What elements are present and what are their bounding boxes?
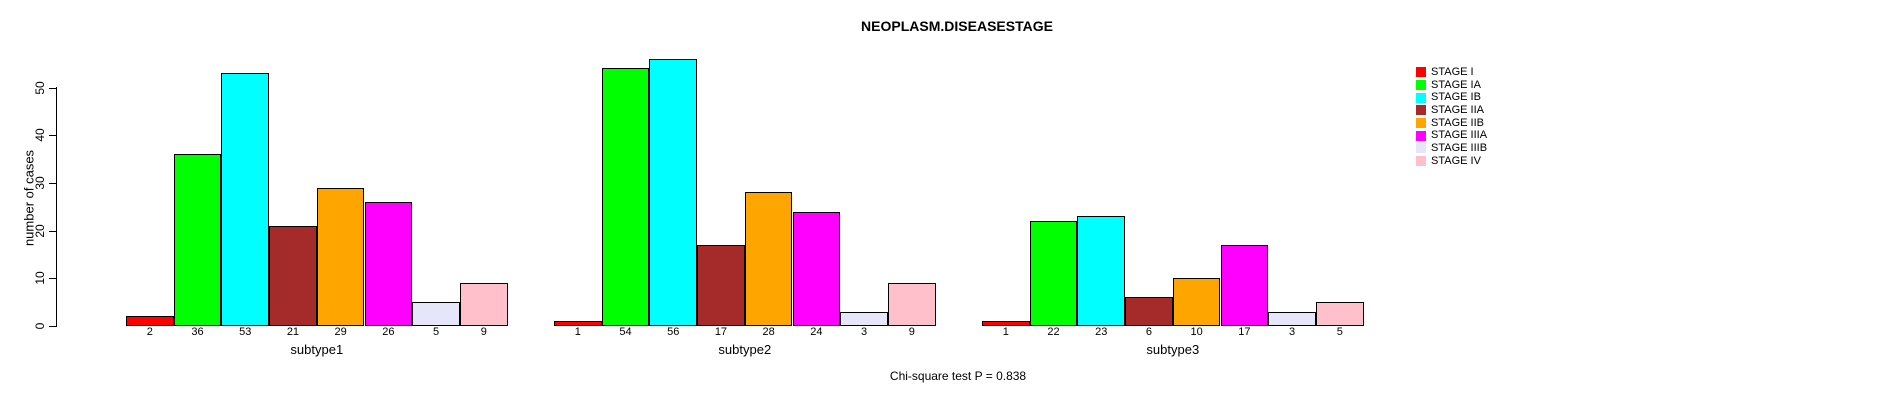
y-tick-label: 10: [33, 271, 47, 285]
legend-color-swatch: [1416, 118, 1426, 129]
bar-subtype1-stage-ia: [173, 154, 222, 326]
bar-value-label: 9: [480, 326, 487, 338]
legend-item-label: STAGE I: [1431, 65, 1474, 78]
bar-value-label: 2: [146, 326, 153, 338]
bar-subtype1-stage-iiia: [364, 201, 413, 326]
bar-value-label: 26: [382, 326, 395, 338]
legend-item-stage-iiia: STAGE IIIA: [1416, 129, 1487, 142]
bar-value-label: 23: [1095, 326, 1108, 338]
legend-color-swatch: [1416, 92, 1426, 103]
bar-value-label: 3: [1288, 326, 1296, 338]
bar-subtype2-stage-i: [554, 321, 602, 326]
legend-item-stage-iib: STAGE IIB: [1416, 117, 1487, 130]
bar-value-label: 29: [334, 326, 347, 338]
y-tick-label: 40: [33, 128, 47, 142]
legend-color-swatch: [1416, 156, 1426, 167]
bar-subtype2-stage-iia: [697, 244, 745, 326]
bar-value-label: 22: [1047, 326, 1060, 338]
chi-square-note: Chi-square test P = 0.838: [889, 369, 1027, 383]
bar-value-label: 56: [667, 326, 680, 338]
bar-value-label: 17: [1238, 326, 1251, 338]
bar-subtype1-stage-iv: [459, 283, 508, 326]
legend-item-label: STAGE IV: [1431, 154, 1481, 167]
legend-item-stage-iia: STAGE IIA: [1416, 104, 1487, 117]
group-label-subtype1: subtype1: [290, 342, 344, 357]
y-tick-label: 20: [33, 223, 47, 238]
legend-item-label: STAGE IIA: [1431, 103, 1484, 116]
y-tick: [49, 230, 56, 232]
bar-subtype2-stage-iib: [744, 192, 793, 326]
bar-subtype1-stage-iib: [316, 187, 365, 326]
bar-value-label: 10: [1190, 326, 1203, 338]
legend-color-swatch: [1416, 143, 1426, 154]
legend-item-label: STAGE IIIB: [1431, 141, 1488, 154]
legend-item-label: STAGE IIB: [1431, 116, 1484, 129]
bar-value-label: 21: [286, 326, 300, 338]
bar-subtype1-stage-i: [126, 316, 174, 326]
legend-item-label: STAGE IB: [1431, 91, 1481, 104]
group-label-subtype3: subtype3: [1146, 342, 1200, 357]
legend-item-label: STAGE IIIA: [1431, 129, 1488, 142]
bar-subtype2-stage-iiia: [792, 211, 841, 326]
y-tick-label: 50: [33, 80, 47, 95]
y-tick-label: 30: [33, 176, 47, 190]
bar-subtype3-stage-i: [982, 321, 1030, 326]
bar-value-label: 3: [860, 326, 868, 338]
bar-subtype1-stage-ib: [221, 73, 270, 326]
bar-value-label: 1: [1002, 326, 1009, 338]
bar-value-label: 5: [432, 326, 440, 338]
bar-subtype2-stage-iiib: [840, 311, 888, 326]
bar-subtype3-stage-ia: [1029, 221, 1078, 326]
legend-item-stage-iiib: STAGE IIIB: [1416, 142, 1487, 155]
legend-color-swatch: [1416, 67, 1426, 78]
legend-item-stage-ia: STAGE IA: [1416, 79, 1487, 92]
legend-item-label: STAGE IA: [1431, 78, 1481, 91]
bar-subtype3-stage-iib: [1172, 278, 1221, 326]
bar-value-label: 17: [714, 326, 728, 338]
legend-color-swatch: [1416, 105, 1426, 116]
y-tick: [49, 278, 56, 280]
bar-subtype3-stage-iiib: [1268, 311, 1316, 326]
bar-subtype3-stage-iv: [1315, 302, 1364, 326]
bar-subtype1-stage-iiib: [412, 302, 460, 326]
legend: STAGE I STAGE IA STAGE IB STAGE IIA STAGE II…: [1416, 66, 1487, 168]
bar-subtype2-stage-iv: [887, 283, 936, 326]
y-tick: [49, 182, 56, 184]
legend-color-swatch: [1416, 80, 1426, 91]
legend-item-stage-ib: STAGE IB: [1416, 91, 1487, 104]
y-tick: [49, 326, 56, 327]
bar-value-label: 1: [574, 326, 581, 338]
bar-value-label: 24: [810, 326, 823, 338]
bar-value-label: 9: [908, 326, 915, 338]
group-label-subtype2: subtype2: [718, 342, 772, 357]
y-tick-label: 0: [33, 322, 47, 330]
y-tick: [49, 87, 56, 89]
legend-color-swatch: [1416, 130, 1426, 141]
bar-value-label: 54: [619, 326, 632, 338]
bar-subtype1-stage-iia: [269, 225, 317, 326]
bar-subtype2-stage-ib: [649, 58, 698, 326]
bar-value-label: 36: [191, 326, 204, 338]
bar-value-label: 6: [1145, 326, 1152, 338]
bar-subtype3-stage-iia: [1125, 297, 1173, 326]
bar-value-label: 5: [1336, 326, 1343, 338]
legend-item-stage-iv: STAGE IV: [1416, 155, 1487, 168]
y-tick: [49, 135, 56, 137]
bar-subtype3-stage-iiia: [1220, 244, 1269, 326]
legend-item-stage-i: STAGE I: [1416, 66, 1487, 79]
bar-value-label: 53: [239, 326, 252, 338]
chart-title: NEOPLASM.DISEASESTAGE: [861, 18, 1053, 34]
bar-subtype3-stage-ib: [1077, 216, 1126, 326]
bar-value-label: 28: [762, 326, 775, 338]
bar-subtype2-stage-ia: [601, 68, 650, 326]
y-axis-line: [56, 87, 57, 327]
